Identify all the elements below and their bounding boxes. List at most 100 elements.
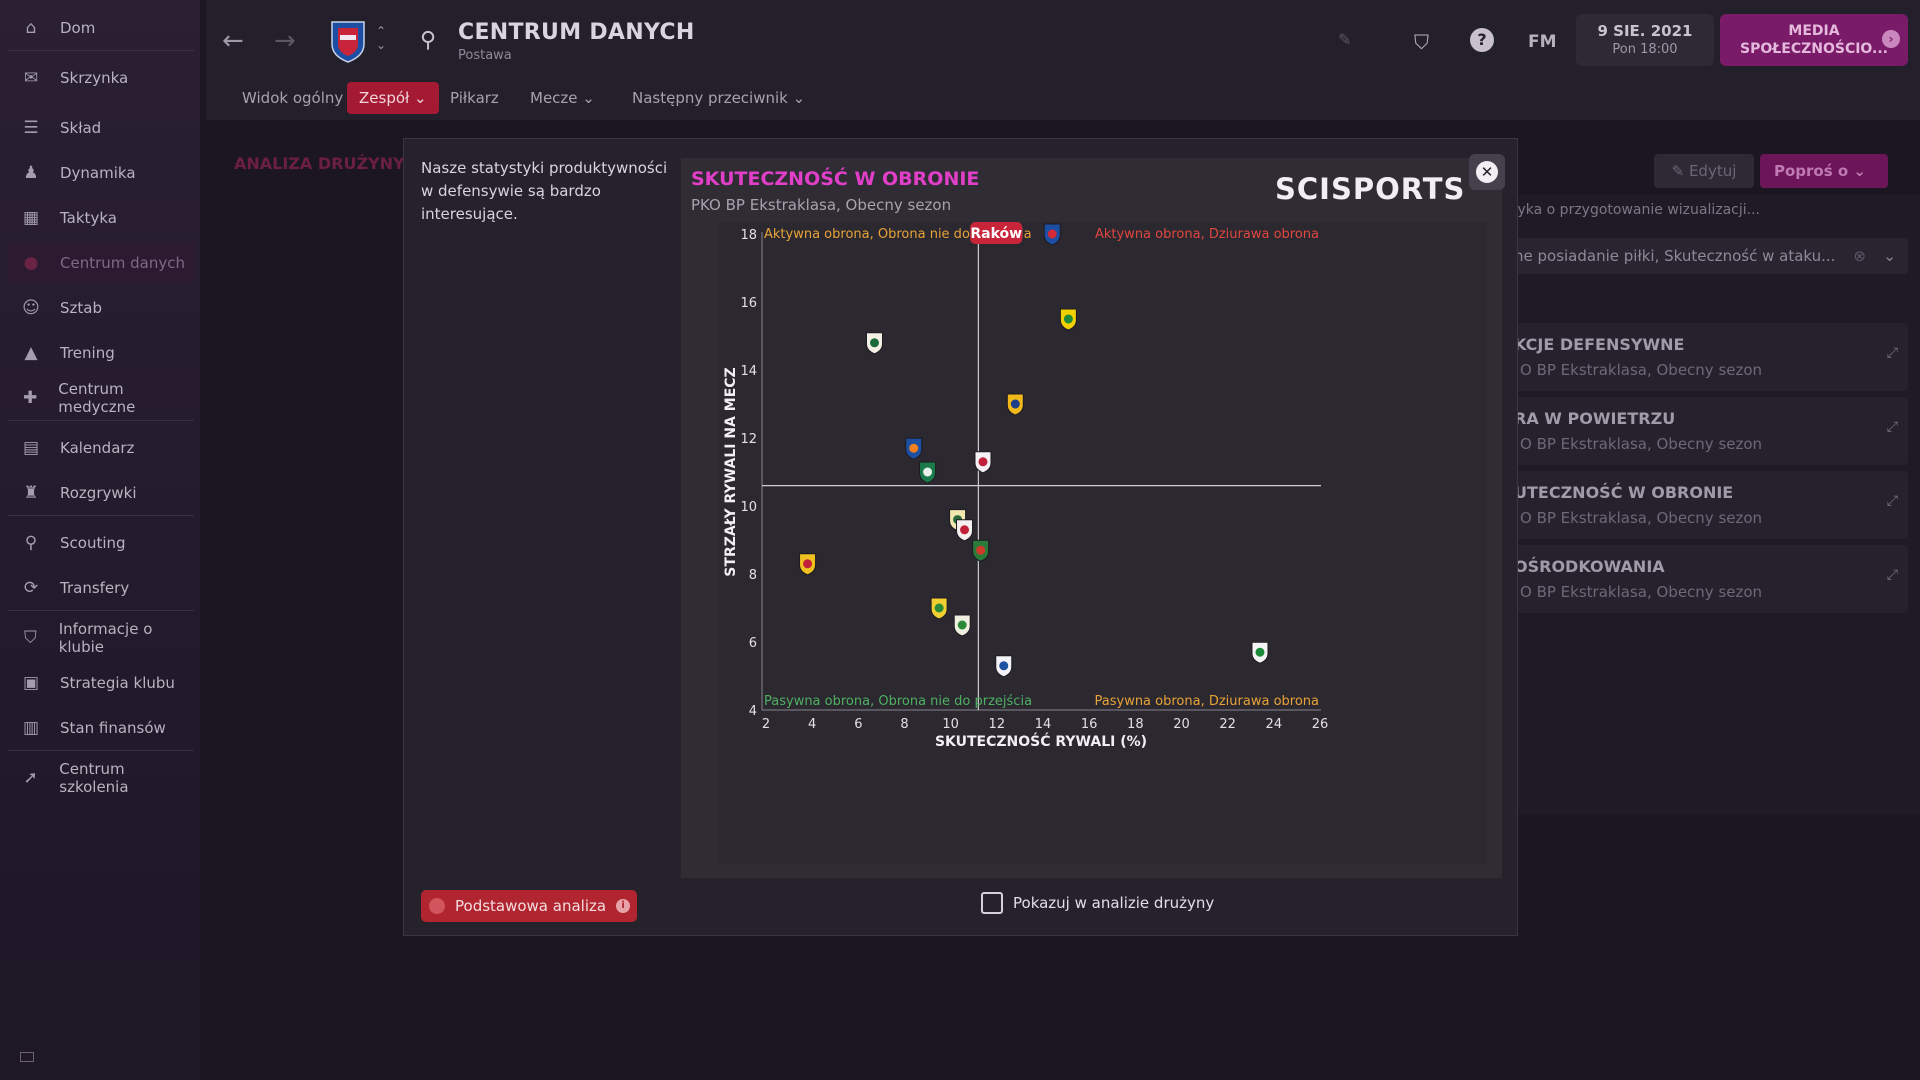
back-arrow-icon[interactable]: ← [222, 26, 244, 56]
y-tick-label: 12 [740, 432, 757, 447]
expand-icon[interactable]: ⤢ [1886, 419, 1898, 435]
analysis-select[interactable]: ne posiadanie piłki, Skuteczność w ataku… [1508, 238, 1908, 274]
social-media-button[interactable]: MEDIA SPOŁECZNOŚCIO... › [1720, 14, 1908, 66]
sidebar-item-dynamika[interactable]: ♟ Dynamika [8, 153, 194, 193]
page-title: CENTRUM DANYCH [458, 20, 695, 45]
team-point[interactable] [972, 539, 990, 562]
sidebar-item-label: Skrzynka [60, 69, 129, 87]
team-point[interactable] [919, 461, 937, 484]
tab-team[interactable]: Zespół ⌄ [347, 82, 439, 114]
scouting-icon: ⚲ [24, 533, 38, 553]
analysis-card[interactable]: UTECZNOŚĆ W OBRONIE O BP Ekstraklasa, Ob… [1508, 471, 1908, 539]
team-point[interactable] [1059, 308, 1077, 331]
clear-icon[interactable]: ⊗ [1853, 247, 1866, 265]
time-text: Pon 18:00 [1612, 42, 1678, 57]
modal-description: Nasze statystyki produktywności w defens… [421, 159, 668, 223]
analysis-card[interactable]: RA W POWIETRZU O BP Ekstraklasa, Obecny … [1508, 397, 1908, 465]
sidebar-item-centrum-medyczne[interactable]: ✚ Centrum medyczne [8, 378, 194, 418]
x-tick-label: 14 [1035, 717, 1052, 732]
sidebar-item-centrum-szkolenia[interactable]: ➚ Centrum szkolenia [8, 758, 194, 798]
sidebar-item-label: Informacje o klubie [58, 620, 153, 656]
sidebar-item-label: Scouting [60, 534, 126, 552]
sidebar-item-dom[interactable]: ⌂ Dom [8, 8, 194, 48]
show-in-analysis-checkbox[interactable]: Pokazuj w analizie drużyny [981, 892, 1214, 914]
team-point[interactable] [799, 553, 817, 576]
close-icon: ✕ [1476, 161, 1498, 183]
sidebar-item-label: Trening [60, 344, 115, 362]
staff-icon: ☺ [22, 298, 40, 318]
fm-menu-button[interactable]: FM [1528, 32, 1557, 52]
scatter-chart: 2 4 6 8 10 12 14 16 18 20 22 24 264681012141618SKUTE… [723, 222, 1329, 750]
sidebar-item-label: Taktyka [60, 209, 117, 227]
sidebar-item-strategia-klubu[interactable]: ▣ Strategia klubu [8, 663, 194, 703]
sidebar-item-label: Rozgrywki [60, 484, 137, 502]
checkbox-box[interactable] [981, 892, 1003, 914]
tab-player[interactable]: Piłkarz [450, 89, 499, 107]
tab-next-opponent[interactable]: Następny przeciwnik ⌄ [632, 89, 806, 107]
sidebar-item-centrum-danych[interactable]: ● Centrum danych [8, 243, 194, 283]
analysis-card-title: KCJE DEFENSYWNE [1514, 335, 1685, 354]
sidebar-item-taktyka[interactable]: ▦ Taktyka [8, 198, 194, 238]
sidebar-item-skład[interactable]: ☰ Skład [8, 108, 194, 148]
team-point[interactable] [995, 655, 1013, 678]
analysis-card[interactable]: OŚRODKOWANIA O BP Ekstraklasa, Obecny se… [1508, 545, 1908, 613]
tab-matches[interactable]: Mecze ⌄ [530, 89, 595, 107]
team-point[interactable] [1006, 393, 1024, 416]
sidebar-item-sztab[interactable]: ☺ Sztab [8, 288, 194, 328]
forward-arrow-icon[interactable]: → [274, 26, 296, 56]
edit-button[interactable]: ✎ Edytuj [1654, 154, 1754, 188]
team-point[interactable] [956, 519, 974, 542]
team-point[interactable] [1251, 641, 1269, 664]
ask-button[interactable]: Poproś o ⌄ [1760, 154, 1888, 188]
date-display[interactable]: 9 SIE. 2021 Pon 18:00 [1576, 14, 1714, 66]
team-point[interactable] [930, 597, 948, 620]
team-point[interactable] [905, 437, 923, 460]
club-badge-icon[interactable] [328, 18, 368, 64]
x-axis-label: SKUTECZNOŚĆ RYWALI (%) [935, 732, 1147, 750]
quadrant-label-bottom-right: Pasywna obrona, Dziurawa obrona [1095, 694, 1320, 709]
x-tick-label: 4 [808, 717, 816, 732]
sidebar-item-rozgrywki[interactable]: ♜ Rozgrywki [8, 473, 194, 513]
header-bar: ← → ⌃ ⌄ ⚲ CENTRUM DANYCH Postawa ✎ ⛉ ? FM… [206, 0, 1920, 120]
sidebar-item-kalendarz[interactable]: ▤ Kalendarz [8, 428, 194, 468]
sidebar-item-informacje-o-klubie[interactable]: ⛉ Informacje o klubie [8, 618, 194, 658]
collapse-sidebar-icon[interactable] [20, 1052, 34, 1062]
scisports-logo: SCISPORTS [1275, 172, 1466, 206]
sidebar-item-skrzynka[interactable]: ✉ Skrzynka [8, 58, 194, 98]
expand-icon[interactable]: ⤢ [1886, 345, 1898, 361]
sidebar: ⌂ Dom ✉ Skrzynka ☰ Skład ♟ Dynamika ▦ Taktyka ● Cen… [0, 0, 200, 1080]
close-button[interactable]: ✕ [1469, 154, 1505, 190]
team-point[interactable] [974, 451, 992, 474]
club-switch-icon[interactable]: ⌃ ⌄ [376, 24, 387, 52]
analysis-card[interactable]: KCJE DEFENSYWNE O BP Ekstraklasa, Obecny… [1508, 323, 1908, 391]
chevron-down-icon[interactable]: ⌄ [1883, 247, 1896, 265]
info-icon[interactable]: i [616, 899, 631, 913]
sidebar-divider [8, 515, 194, 516]
sidebar-divider [8, 50, 194, 51]
help-icon[interactable]: ? [1470, 28, 1494, 52]
basic-analysis-button[interactable]: Podstawowa analiza i [421, 890, 637, 922]
sidebar-item-stan-finansów[interactable]: ▥ Stan finansów [8, 708, 194, 748]
edit-pencil-icon[interactable]: ✎ [1338, 30, 1352, 49]
analysis-level-icon [429, 898, 445, 914]
sidebar-item-trening[interactable]: ▲ Trening [8, 333, 194, 373]
club-crest-icon[interactable]: ⛉ [1414, 30, 1429, 54]
expand-icon[interactable]: ⤢ [1886, 567, 1898, 583]
sidebar-item-scouting[interactable]: ⚲ Scouting [8, 523, 194, 563]
team-point-highlighted[interactable] [1043, 223, 1061, 246]
highlight-label-box [970, 222, 1023, 244]
search-icon[interactable]: ⚲ [420, 28, 437, 53]
sidebar-item-transfery[interactable]: ⟳ Transfery [8, 568, 194, 608]
section-title: ANALIZA DRUŻYNY [234, 154, 405, 173]
expand-icon[interactable]: ⤢ [1886, 493, 1898, 509]
tab-overview[interactable]: Widok ogólny [242, 89, 344, 107]
finances-icon: ▥ [22, 718, 40, 738]
inbox-icon: ✉ [23, 68, 39, 88]
sidebar-item-label: Skład [60, 119, 102, 137]
team-point[interactable] [865, 332, 883, 355]
chart-panel: SKUTECZNOŚĆ W OBRONIE PKO BP Ekstraklasa… [681, 158, 1502, 878]
team-point[interactable] [953, 614, 971, 637]
x-tick-label: 26 [1312, 717, 1329, 732]
squad-icon: ☰ [23, 118, 39, 138]
social-media-label: MEDIA SPOŁECZNOŚCIO... [1740, 23, 1888, 57]
